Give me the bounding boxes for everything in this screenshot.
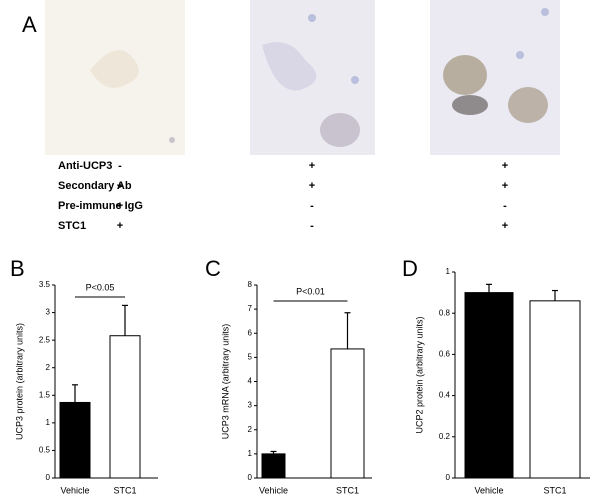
row-mark: - <box>310 220 314 232</box>
micrograph-3 <box>430 0 560 155</box>
y-tick-label: 0.2 <box>439 432 451 441</box>
row-mark: + <box>309 180 315 192</box>
bar <box>529 300 581 479</box>
y-tick-label: 2 <box>46 363 51 372</box>
y-axis-label: UCP3 mRNA (arbitrary units) <box>220 324 230 440</box>
y-tick-label: 6 <box>248 328 253 337</box>
y-tick-label: 3 <box>248 401 253 410</box>
y-tick-label: 1.5 <box>39 390 51 399</box>
x-tick-label: STC1 <box>113 485 136 495</box>
row-mark: + <box>309 160 315 172</box>
x-tick-label: STC1 <box>543 485 566 495</box>
y-tick-label: 0.6 <box>439 350 451 359</box>
row-mark: - <box>118 160 122 172</box>
x-tick-label: Vehicle <box>474 485 503 495</box>
y-tick-label: 1 <box>446 267 451 276</box>
row-mark: + <box>502 220 508 232</box>
y-tick-label: 8 <box>248 280 253 289</box>
panel-label: A <box>22 12 37 37</box>
y-tick-label: 3.5 <box>39 280 51 289</box>
y-tick-label: 2.5 <box>39 335 51 344</box>
row-label: Secondary Ab <box>58 180 132 192</box>
row-mark: - <box>503 200 507 212</box>
row-mark: + <box>117 200 123 212</box>
annotation: P<0.01 <box>296 286 325 296</box>
x-tick-label: Vehicle <box>259 485 288 495</box>
bar <box>464 292 514 479</box>
y-tick-label: 5 <box>248 352 253 361</box>
y-tick-label: 3 <box>46 308 51 317</box>
panel-label: D <box>402 256 418 281</box>
y-axis-label: UCP2 protein (arbitrary units) <box>414 316 424 433</box>
micrograph-1 <box>45 0 185 155</box>
row-mark: + <box>117 180 123 192</box>
row-label: STC1 <box>58 220 86 232</box>
annotation: P<0.05 <box>86 282 115 292</box>
y-tick-label: 7 <box>248 304 253 313</box>
row-mark: - <box>310 200 314 212</box>
bar <box>59 401 91 479</box>
panel-label: B <box>10 256 25 281</box>
bar <box>109 335 141 479</box>
y-tick-label: 0 <box>248 473 253 482</box>
y-tick-label: 0.4 <box>439 391 451 400</box>
y-tick-label: 1 <box>248 449 253 458</box>
y-tick-label: 1 <box>46 418 51 427</box>
bar <box>330 348 365 479</box>
y-axis-label: UCP3 protein (arbitrary units) <box>14 323 24 440</box>
row-label: Pre-immune IgG <box>58 200 143 212</box>
y-tick-label: 0.5 <box>39 446 51 455</box>
panel-label: C <box>205 256 221 281</box>
row-mark: + <box>502 180 508 192</box>
y-tick-label: 0 <box>46 473 51 482</box>
y-tick-label: 0.8 <box>439 308 451 317</box>
y-tick-label: 0 <box>446 473 451 482</box>
bar <box>261 453 286 479</box>
micrograph-2 <box>250 0 375 155</box>
x-tick-label: Vehicle <box>60 485 89 495</box>
row-label: Anti-UCP3 <box>58 160 112 172</box>
y-tick-label: 2 <box>248 425 253 434</box>
row-mark: + <box>502 160 508 172</box>
row-mark: + <box>117 220 123 232</box>
x-tick-label: STC1 <box>336 485 359 495</box>
y-tick-label: 4 <box>248 377 253 386</box>
